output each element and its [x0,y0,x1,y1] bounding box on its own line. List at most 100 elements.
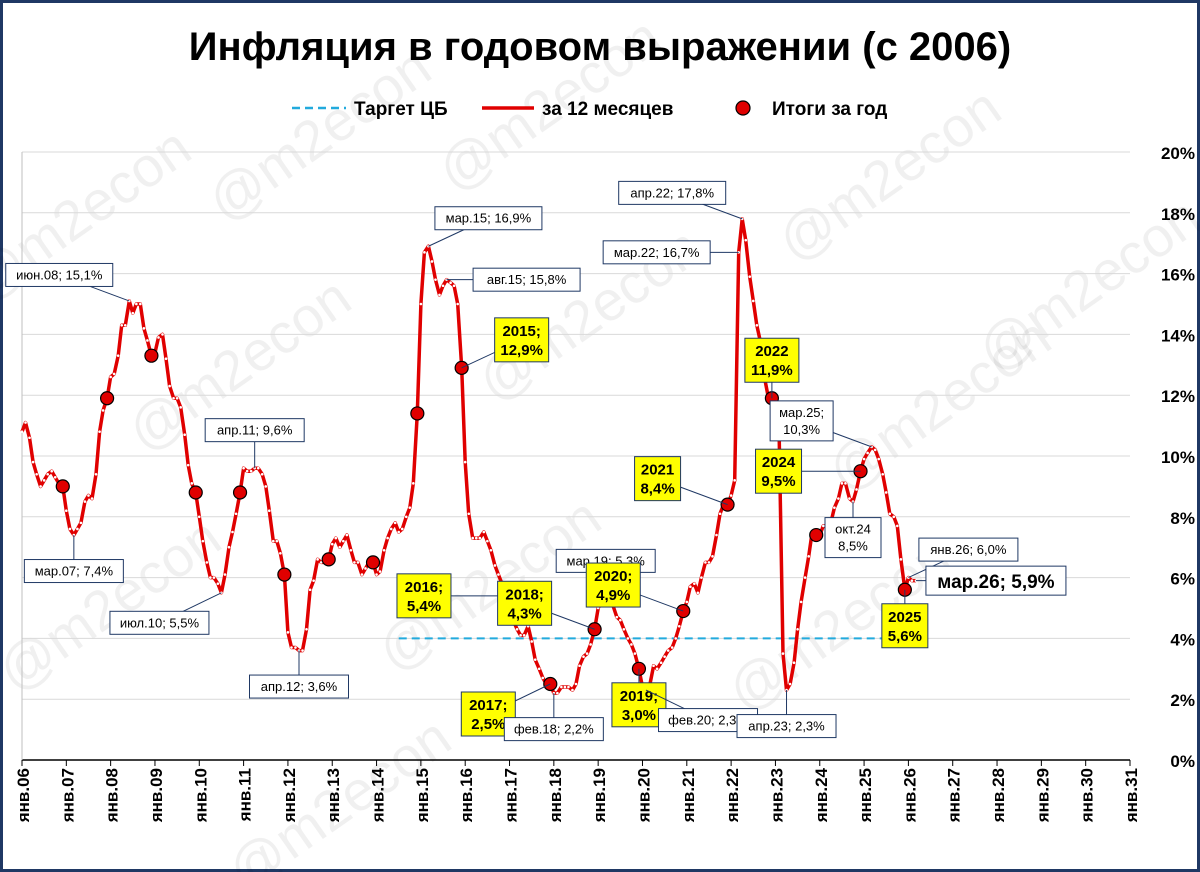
year-result-marker [55,479,70,494]
x-tick-label: янв.09 [147,768,166,823]
annotation-box [602,240,711,265]
year-result-marker [232,485,248,500]
series-point [563,685,567,689]
series-point [748,275,752,278]
annotation-box [249,674,349,699]
series-point [264,485,268,488]
series-point [807,555,810,558]
annotation-label: фев.18; 2,2% [514,722,594,737]
series-point [223,573,227,576]
series-point [892,515,896,519]
series-point [312,579,315,582]
annotation-line: 10,3% [783,422,820,437]
series-point [796,627,799,631]
series-point [234,512,238,516]
legend-target-label: Таргет ЦБ [354,99,448,120]
annotation-box [769,400,834,442]
annotation-line: июн.08; 15,1% [16,267,103,282]
series-point [474,536,478,540]
chart-title: Инфляция в годовом выражении (с 2006) [188,25,1012,69]
x-tick-label: янв.30 [1078,768,1097,823]
annotation-label: апр.23; 2,3% [748,719,825,734]
series-point [689,585,692,589]
series-point [449,281,452,285]
series-point [615,615,619,619]
series-point [98,430,101,433]
series-point [83,500,87,503]
series-point [910,579,914,582]
series-point [423,251,426,254]
series-point [751,299,755,303]
series-point [733,479,736,482]
annotation-line: авг.15; 15,8% [487,272,567,287]
annotation-label: апр.22; 17,8% [630,185,714,200]
x-tick-label: янв.13 [324,768,343,823]
series-point [696,591,700,595]
series-point [275,539,279,543]
series-point [571,688,574,692]
x-tick-label: янв.21 [679,768,698,823]
series-point [375,573,378,576]
series-point [68,527,72,531]
series-point [677,624,681,628]
series-point [157,336,160,339]
annotation-line: фев.18; 2,2% [514,722,594,737]
series-point [183,433,186,437]
annotation-line: мар.25; [779,405,824,420]
series-point [286,631,290,634]
series-point [663,655,666,658]
series-point [626,637,630,640]
series-point [316,558,319,561]
x-tick-label: янв.19 [590,768,609,823]
x-tick-label: янв.12 [280,768,299,823]
annotation-box [918,537,1019,562]
series-point [249,469,253,473]
year-result-marker [188,485,203,500]
legend-year-label: Итоги за год [772,99,887,120]
series-point [172,396,175,400]
series-point [622,627,626,631]
series-point [24,421,27,424]
series-point [896,524,899,528]
series-point [537,667,541,671]
annotation-line: фев.20; 2,3% [668,713,748,728]
series-point [463,460,467,464]
annotation-label: 2025 5,6% [888,609,922,645]
annotation-label: фев.20; 2,3% [668,713,748,728]
series-point [342,539,345,543]
series-point [408,506,412,509]
annotation-line: 2015; [502,323,540,340]
series-point [305,627,308,631]
series-point [87,494,90,497]
x-tick-label: янв.16 [457,768,476,823]
annotation-label: авг.15; 15,8% [487,272,567,287]
annotation-line: 2016; [405,579,443,596]
x-tick-label: янв.20 [634,768,653,823]
series-point [227,545,231,549]
series-point [666,649,670,652]
y-tick-label: 0% [1170,752,1195,771]
annotation-box [396,573,452,619]
series-point [589,643,592,646]
series-point [489,548,493,552]
x-tick-label: янв.08 [103,768,122,823]
series-point [670,646,674,649]
annotation-line: янв.26; 6,0% [930,542,1006,557]
series-point [556,691,559,695]
series-point [175,396,179,400]
x-tick-label: янв.24 [812,767,831,823]
annotation-box [744,337,800,383]
series-point [855,488,858,491]
year-result-marker [321,552,336,567]
annotation-line: 4,9% [596,587,630,604]
series-point [212,576,216,579]
series-point [186,463,190,467]
series-point [142,327,146,330]
annotation-line: 2025 [888,609,921,626]
x-tick-label: янв.15 [413,768,432,823]
y-tick-label: 6% [1170,570,1195,589]
series-point [530,640,533,643]
annotation-line: мар.26; 5,9% [937,572,1054,593]
annotation-label: 2024 9,5% [761,454,795,490]
annotation-line: 2018; [505,586,543,603]
